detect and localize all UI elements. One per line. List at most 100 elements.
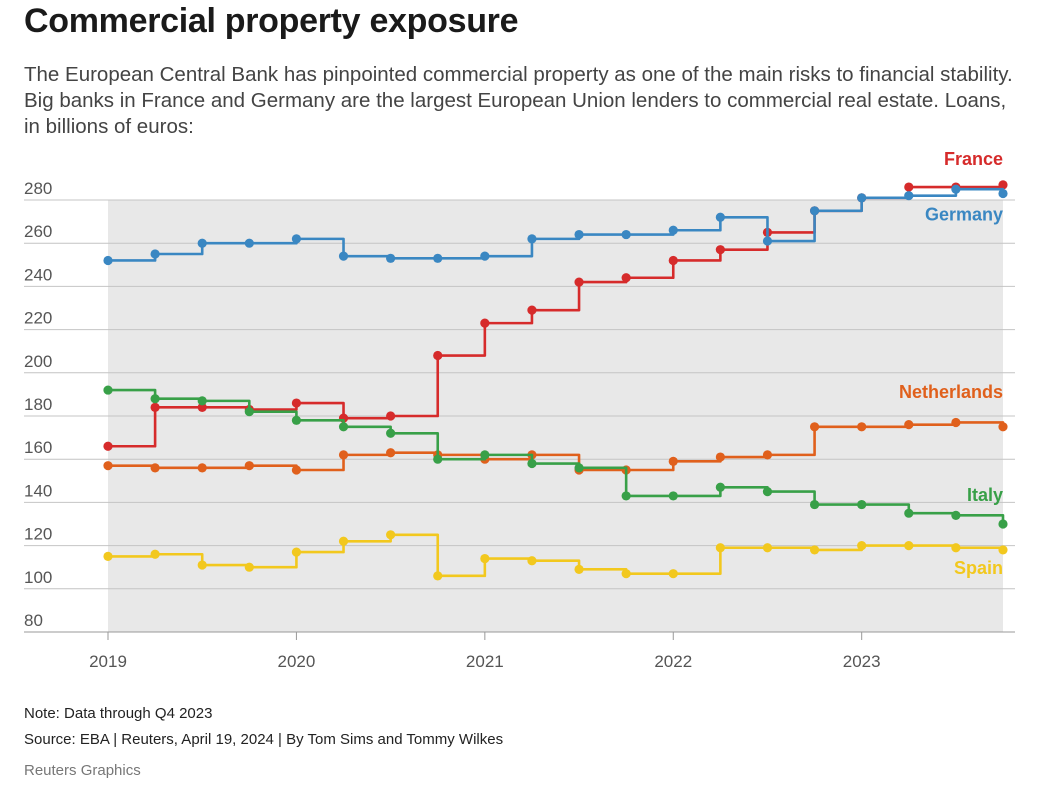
data-point-italy-12	[668, 491, 678, 501]
data-point-spain-4	[291, 547, 302, 557]
data-point-netherlands-5	[338, 450, 349, 460]
data-point-spain-5	[338, 536, 349, 546]
data-point-netherlands-1	[150, 463, 160, 473]
data-point-france-10	[574, 277, 584, 287]
data-point-italy-19	[998, 519, 1008, 529]
chart-title: Commercial property exposure	[24, 2, 519, 40]
data-point-germany-3	[244, 238, 254, 248]
x-axis-ticks: 2019 2020 2021 2022 2023	[89, 632, 881, 671]
y-tick-label-260: 260	[24, 222, 52, 241]
data-point-netherlands-2	[197, 463, 207, 473]
data-point-italy-3	[244, 407, 254, 417]
x-tick-label-2023: 2023	[843, 652, 881, 671]
data-point-france-0	[103, 441, 113, 451]
data-point-germany-17	[904, 191, 914, 201]
chart-subtitle: The European Central Bank has pinpointed…	[24, 63, 1013, 138]
data-point-italy-1	[150, 394, 160, 404]
data-point-germany-9	[527, 234, 537, 244]
data-point-italy-10	[574, 463, 584, 473]
data-point-germany-10	[574, 229, 584, 240]
data-point-italy-8	[480, 450, 490, 460]
data-point-spain-15	[809, 545, 820, 555]
data-point-netherlands-14	[762, 450, 773, 460]
data-point-spain-9	[527, 556, 537, 566]
series-label-germany: Germany	[925, 205, 1003, 225]
data-point-netherlands-6	[386, 448, 396, 458]
data-point-italy-5	[338, 422, 349, 432]
data-point-spain-3	[244, 562, 254, 572]
y-tick-label-100: 100	[24, 568, 52, 587]
series-labels: France Germany Netherlands Italy Spain	[899, 149, 1003, 578]
data-point-spain-19	[998, 545, 1008, 555]
data-point-netherlands-4	[291, 465, 302, 475]
data-point-spain-13	[715, 543, 725, 553]
data-point-netherlands-3	[244, 461, 254, 471]
data-point-netherlands-19	[998, 422, 1008, 432]
data-point-germany-13	[715, 212, 725, 222]
data-point-italy-2	[197, 396, 207, 406]
data-point-france-12	[668, 255, 678, 266]
data-point-france-7	[433, 350, 443, 361]
data-point-netherlands-13	[715, 452, 725, 462]
data-point-spain-2	[197, 560, 207, 570]
x-tick-label-2020: 2020	[278, 652, 316, 671]
y-tick-label-280: 280	[24, 179, 52, 198]
data-point-germany-12	[668, 225, 678, 235]
data-point-france-1	[150, 402, 160, 412]
data-point-italy-0	[103, 385, 113, 395]
data-point-spain-18	[951, 543, 961, 553]
series-label-spain: Spain	[954, 558, 1003, 578]
data-point-france-19	[998, 180, 1008, 190]
data-point-italy-18	[951, 510, 961, 520]
data-point-netherlands-16	[857, 422, 867, 432]
y-axis-ticks: 80 100 120 140 160 180 200 220 240 260 280	[24, 179, 52, 630]
data-point-germany-19	[998, 188, 1008, 199]
data-point-germany-1	[150, 249, 160, 259]
series-label-netherlands: Netherlands	[899, 382, 1003, 402]
data-point-italy-15	[809, 499, 820, 510]
data-point-france-4	[291, 398, 302, 408]
data-point-germany-14	[762, 236, 773, 246]
data-point-france-17	[904, 182, 914, 192]
data-point-france-9	[527, 305, 537, 315]
x-tick-label-2022: 2022	[654, 652, 692, 671]
data-point-germany-15	[809, 206, 820, 216]
data-point-italy-9	[527, 458, 537, 469]
chart-credit: Reuters Graphics	[24, 762, 141, 779]
data-point-germany-7	[433, 253, 443, 263]
data-point-spain-17	[904, 541, 914, 551]
data-point-netherlands-17	[904, 420, 914, 430]
data-point-spain-1	[150, 549, 160, 559]
y-tick-label-220: 220	[24, 309, 52, 328]
data-point-france-2	[197, 402, 207, 412]
data-point-netherlands-15	[809, 422, 820, 432]
data-point-germany-2	[197, 238, 207, 248]
data-point-germany-4	[291, 234, 302, 244]
data-point-france-13	[715, 245, 725, 255]
series-label-france: France	[944, 149, 1003, 169]
data-point-germany-5	[338, 251, 349, 261]
data-point-italy-11	[621, 491, 631, 501]
data-point-spain-11	[621, 569, 631, 579]
line-chart: 80 100 120 140 160 180 200 220 240 260 280 2019 202…	[24, 149, 1015, 671]
y-tick-label-200: 200	[24, 352, 52, 371]
grid-lines	[24, 199, 1015, 633]
data-point-italy-4	[291, 415, 302, 425]
data-point-italy-14	[762, 487, 773, 497]
series-group	[103, 180, 1008, 581]
x-tick-label-2021: 2021	[466, 652, 504, 671]
chart-note: Note: Data through Q4 2023	[24, 705, 213, 722]
y-tick-label-140: 140	[24, 481, 52, 500]
data-point-italy-13	[715, 482, 725, 492]
data-point-germany-18	[951, 184, 961, 194]
data-point-spain-8	[480, 553, 490, 564]
data-point-spain-6	[386, 530, 396, 540]
data-point-germany-0	[103, 255, 113, 266]
data-point-italy-6	[386, 428, 396, 438]
y-tick-label-80: 80	[24, 611, 43, 630]
data-point-spain-0	[103, 551, 113, 562]
y-tick-label-180: 180	[24, 395, 52, 414]
data-point-france-11	[621, 273, 631, 283]
data-point-france-6	[386, 411, 396, 421]
data-point-netherlands-0	[103, 461, 113, 471]
